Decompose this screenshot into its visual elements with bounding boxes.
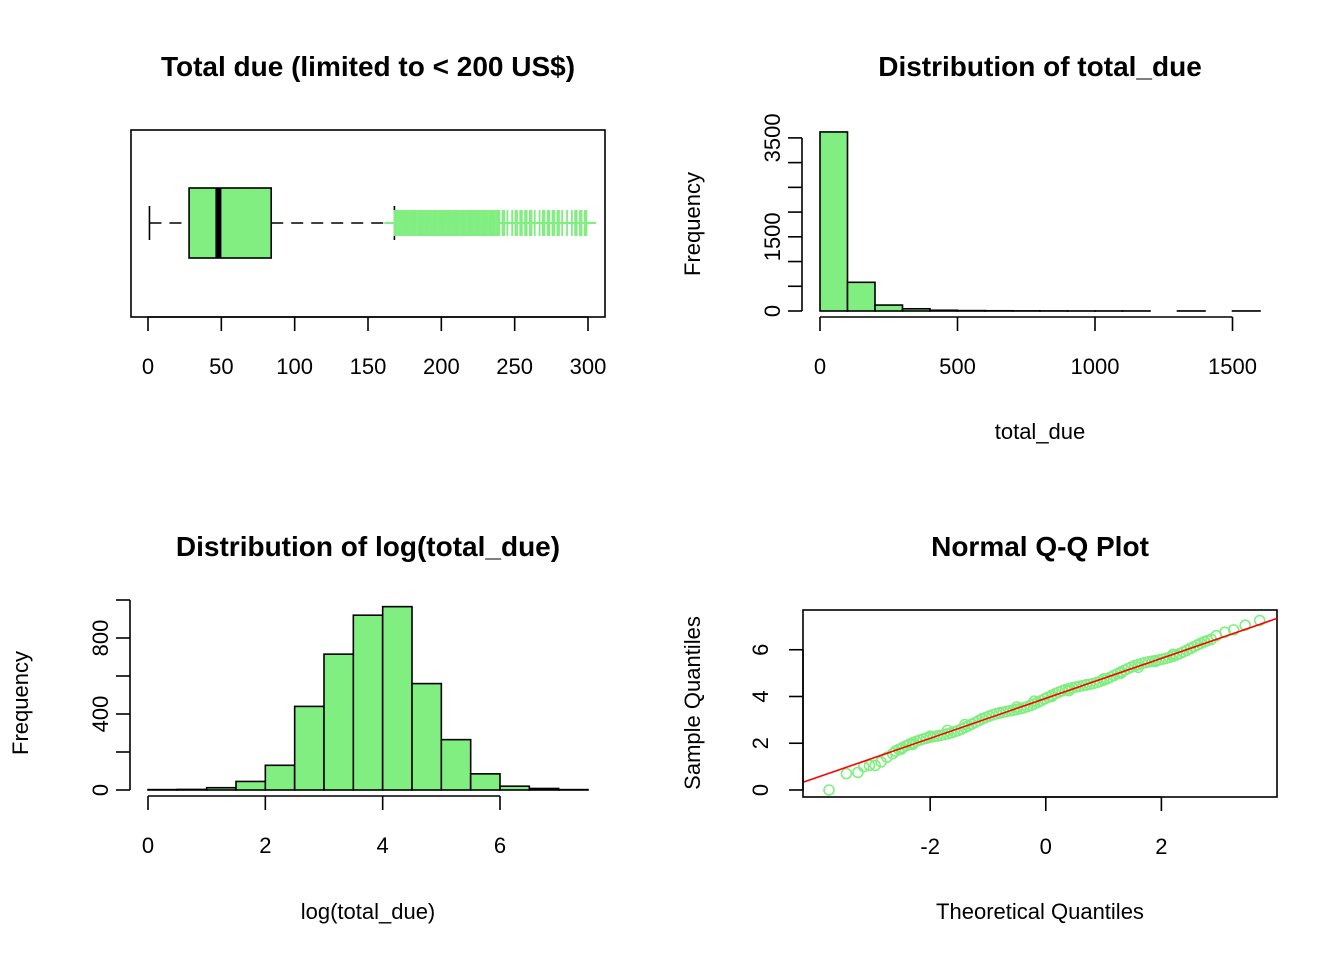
x-tick-label: 50 [209,354,233,379]
qq-point [907,738,919,751]
y-tick-label: 6 [748,644,773,656]
histogram-bar [381,605,413,791]
y-tick-label: 1500 [760,212,785,261]
histogram-bar [528,787,560,791]
histogram-bar [819,131,849,312]
histogram-bar [499,785,531,791]
x-tick-label: 6 [494,833,506,858]
qq-reference-line [802,617,1278,784]
histogram-title: Distribution of total_due [878,51,1202,82]
histogram-bar [264,764,296,791]
qq-ylabel: Sample Quantiles [680,616,705,790]
qq-title: Normal Q-Q Plot [931,531,1149,562]
histogram-panel: Distribution of total_due total_due Freq… [680,51,1261,444]
qq-point [895,743,908,755]
boxplot-title: Total due (limited to < 200 US$) [161,51,575,82]
histogram-bar [929,309,959,312]
histogram-bar [293,705,325,791]
qq-point [863,759,876,772]
y-tick-label: 0 [748,784,773,796]
qq-point [881,751,893,764]
x-tick-label: 4 [377,833,389,858]
x-tick-label: 2 [259,833,271,858]
boxplot-panel: Total due (limited to < 200 US$) 0 50 100 1… [130,51,607,379]
qq-point [1115,667,1127,679]
qq-point [869,759,882,772]
qq-point [1184,642,1197,655]
qq-point [1045,690,1058,703]
histogram-bar [901,307,931,312]
qq-point [1080,678,1093,691]
qq-point [840,767,853,780]
y-tick-label: 800 [88,620,113,657]
qq-point [1167,648,1179,661]
log-histogram-panel: Distribution of log(total_due) log(total… [8,531,589,924]
qq-panel: Normal Q-Q Plot Theoretical Quantiles Sa… [680,531,1278,924]
x-tick-label: 0 [1040,834,1052,859]
x-tick-label: 1000 [1071,354,1120,379]
x-tick-label: 0 [814,354,826,379]
histogram-bar [352,614,384,791]
x-tick-label: 1500 [1208,354,1257,379]
y-tick-label: 3500 [760,113,785,162]
y-tick-label: 400 [88,696,113,733]
qq-point [1063,684,1075,697]
histogram-bar [235,780,267,791]
x-tick-label: 2 [1155,834,1167,859]
histogram-bar [411,682,443,791]
x-tick-label: 0 [142,833,154,858]
histogram-xlabel: total_due [995,419,1086,444]
qq-point [1227,624,1240,636]
y-tick-label: 0 [88,784,113,796]
qq-point [1253,614,1266,627]
log-histogram-ylabel: Frequency [8,651,33,755]
histogram-bar [846,281,876,312]
qq-point [852,766,864,779]
x-tick-label: 300 [570,354,607,379]
x-tick-label: 200 [423,354,460,379]
x-tick-label: 0 [142,354,154,379]
x-tick-label: 500 [939,354,976,379]
histogram-bar [874,304,904,312]
log-histogram-xlabel: log(total_due) [301,899,436,924]
iqr-box [188,187,272,259]
log-histogram-title: Distribution of log(total_due) [176,531,560,562]
x-tick-label: 250 [496,354,533,379]
histogram-ylabel: Frequency [680,172,705,276]
qq-xlabel: Theoretical Quantiles [936,899,1144,924]
histogram-bar [440,738,472,791]
x-tick-label: 150 [350,354,387,379]
y-tick-label: 0 [760,305,785,317]
histogram-bar [205,786,237,791]
x-tick-label: -2 [920,834,940,859]
x-tick-label: 100 [276,354,313,379]
qq-point [1097,673,1110,685]
qq-point [823,784,835,796]
y-tick-label: 4 [748,690,773,702]
y-tick-label: 2 [748,737,773,749]
histogram-bar [469,773,501,791]
histogram-bar [176,788,208,791]
histogram-bar [323,653,355,791]
